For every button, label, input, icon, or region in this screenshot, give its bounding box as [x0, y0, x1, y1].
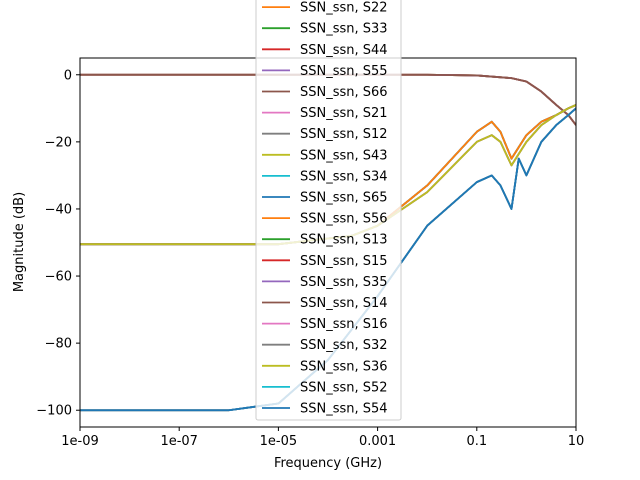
legend-label: SSN_ssn, S65: [300, 191, 388, 206]
legend: SSN_ssn, S22 SSN_ssn, S33 SSN_ssn, S44 SSN_…: [255, 0, 402, 421]
y-tick-label: 0: [64, 68, 72, 83]
y-axis: 0 −20 −40 −60 −80 −100: [36, 68, 80, 419]
x-tick-label: 1e-09: [61, 434, 99, 449]
legend-label: SSN_ssn, S14: [300, 296, 388, 311]
x-axis-label: Frequency (GHz): [274, 456, 382, 471]
legend-label: SSN_ssn, S55: [300, 64, 388, 79]
x-tick-label: 0.1: [466, 434, 487, 449]
legend-label: SSN_ssn, S32: [300, 338, 388, 353]
legend-label: SSN_ssn, S12: [300, 127, 388, 142]
legend-label: SSN_ssn, S36: [300, 359, 388, 374]
legend-label: SSN_ssn, S33: [300, 22, 388, 37]
legend-label: SSN_ssn, S52: [300, 380, 388, 395]
y-tick-label: −100: [36, 404, 72, 419]
legend-label: SSN_ssn, S16: [300, 317, 388, 332]
legend-box: [255, 0, 402, 421]
x-tick-label: 0.001: [359, 434, 396, 449]
x-tick-label: 10: [568, 434, 585, 449]
y-tick-label: −40: [45, 202, 72, 217]
legend-label: SSN_ssn, S21: [300, 106, 388, 121]
x-tick-label: 1e-07: [160, 434, 198, 449]
legend-label: SSN_ssn, S56: [300, 212, 388, 227]
legend-label: SSN_ssn, S15: [300, 254, 388, 269]
legend-label: SSN_ssn, S66: [300, 85, 388, 100]
y-axis-label: Magnitude (dB): [12, 192, 27, 292]
legend-label: SSN_ssn, S43: [300, 148, 388, 163]
x-tick-label: 1e-05: [260, 434, 298, 449]
x-axis: 1e-09 1e-07 1e-05 0.001 0.1 10: [61, 427, 584, 449]
y-tick-label: −80: [45, 337, 72, 352]
legend-label: SSN_ssn, S13: [300, 233, 388, 248]
legend-label: SSN_ssn, S34: [300, 169, 388, 184]
legend-label: SSN_ssn, S22: [300, 1, 388, 16]
legend-label: SSN_ssn, S44: [300, 43, 388, 58]
legend-label: SSN_ssn, S35: [300, 275, 388, 290]
legend-label: SSN_ssn, S54: [300, 402, 388, 417]
y-tick-label: −20: [45, 135, 72, 150]
y-tick-label: −60: [45, 270, 72, 285]
